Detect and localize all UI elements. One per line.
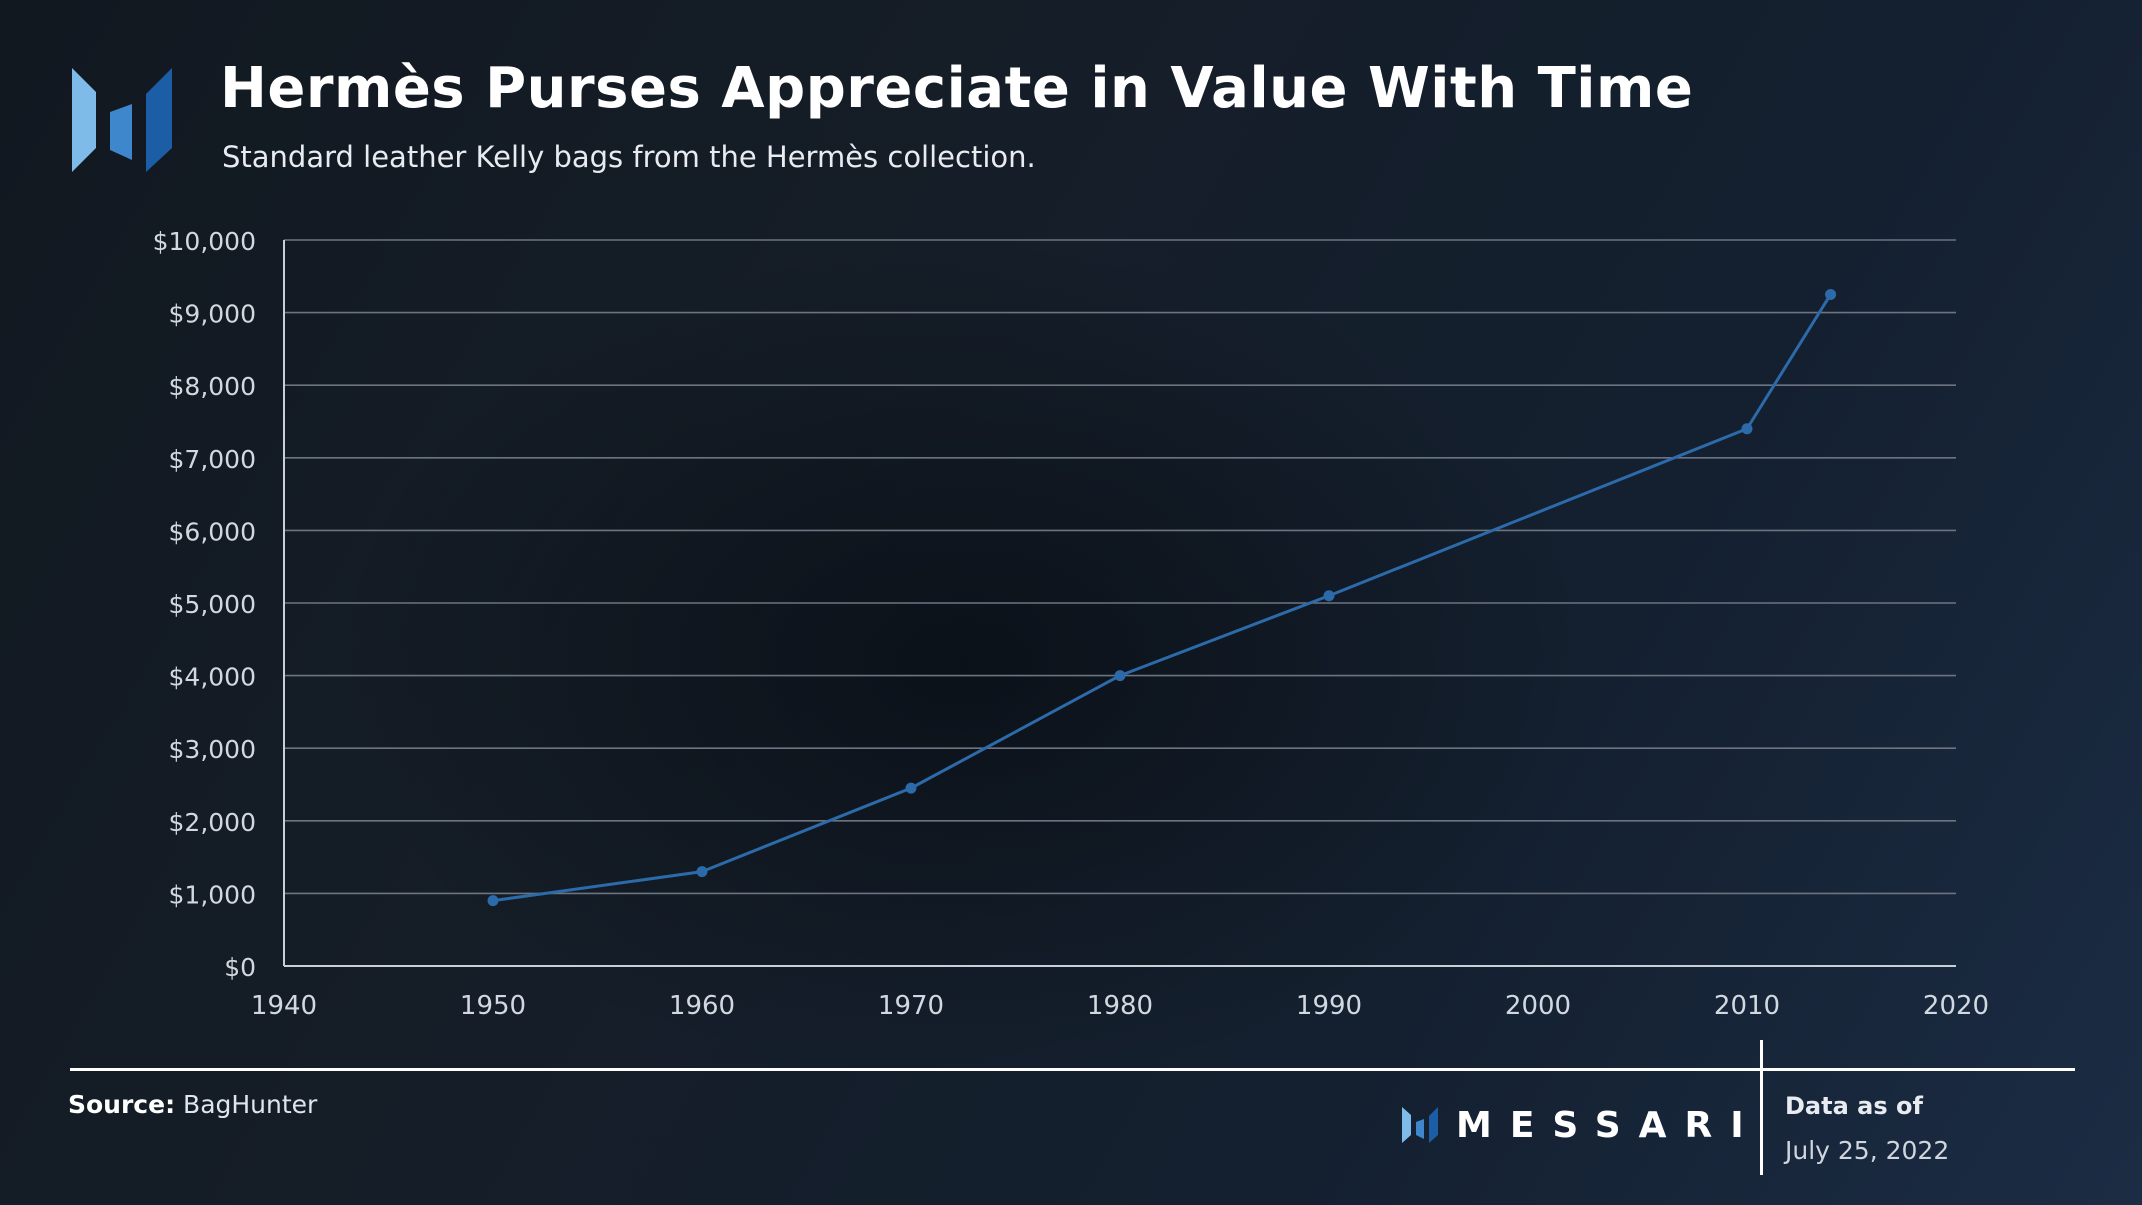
footer-vertical-divider	[1760, 1040, 1763, 1175]
data-as-of-label: Data as of	[1785, 1092, 1923, 1120]
logo-mid-bar	[110, 104, 132, 160]
x-tick-label: 1960	[669, 991, 735, 1021]
grid-lines	[284, 239, 1956, 895]
source-credit: Source: BagHunter	[68, 1090, 317, 1119]
y-tick-label: $4,000	[169, 663, 256, 692]
brand-name: MESSARI	[1456, 1104, 1762, 1146]
x-tick-label: 1950	[460, 991, 526, 1021]
x-tick-label: 2010	[1714, 991, 1780, 1021]
y-tick-label: $5,000	[169, 590, 256, 619]
data-point	[1741, 423, 1753, 435]
x-tick-label: 2000	[1505, 991, 1571, 1021]
page-title: Hermès Purses Appreciate in Value With T…	[220, 56, 1694, 121]
series	[487, 288, 1837, 907]
data-point	[1323, 590, 1335, 602]
y-tick-label: $6,000	[169, 517, 256, 546]
page-subtitle: Standard leather Kelly bags from the Her…	[222, 140, 1036, 174]
line-chart: $0 $1,000 $2,000 $3,000 $4,000 $5,000 $6,000 $7…	[153, 227, 1989, 1021]
y-tick-label: $10,000	[153, 227, 256, 256]
data-point	[905, 782, 917, 794]
x-tick-label: 1970	[878, 991, 944, 1021]
y-tick-label: $2,000	[169, 808, 256, 837]
y-tick-label: $9,000	[169, 300, 256, 329]
x-tick-label: 1940	[251, 991, 317, 1021]
y-tick-label: $8,000	[169, 372, 256, 401]
y-tick-label: $3,000	[169, 735, 256, 764]
axes	[283, 240, 1956, 967]
x-tick-label: 1980	[1087, 991, 1153, 1021]
y-tick-label: $0	[224, 953, 256, 982]
data-point	[1825, 288, 1837, 300]
logo-left-bar	[72, 68, 96, 172]
y-tick-labels: $0 $1,000 $2,000 $3,000 $4,000 $5,000 $6,000 $7…	[153, 227, 256, 982]
y-tick-label: $1,000	[169, 880, 256, 909]
footer-divider-line	[70, 1068, 2075, 1071]
messari-mark-icon	[1402, 1107, 1438, 1143]
data-point	[1114, 670, 1126, 682]
x-tick-label: 2020	[1923, 991, 1989, 1021]
data-point	[696, 866, 708, 878]
y-tick-label: $7,000	[169, 445, 256, 474]
logo-right-bar	[146, 68, 172, 172]
x-tick-label: 1990	[1296, 991, 1362, 1021]
brand-wordmark: MESSARI	[1402, 1104, 1762, 1146]
data-as-of-date: July 25, 2022	[1785, 1136, 1950, 1165]
source-label: Source:	[68, 1090, 176, 1119]
x-tick-labels: 1940 1950 1960 1970 1980 1990 2000 2010 2020	[251, 991, 1989, 1021]
messari-logo-icon	[72, 68, 172, 172]
data-point	[487, 895, 499, 907]
source-value: BagHunter	[183, 1090, 318, 1119]
